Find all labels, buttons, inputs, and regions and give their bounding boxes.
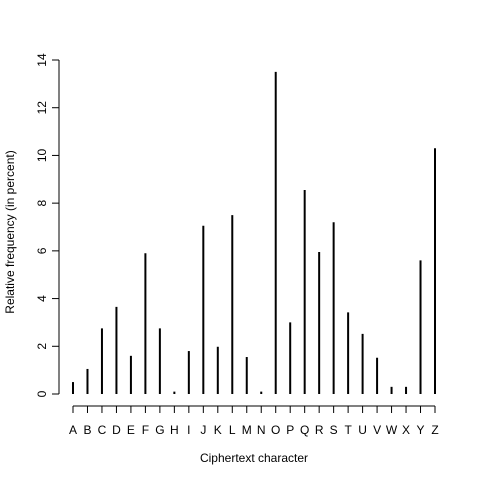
x-axis-title: Ciphertext character [200,451,308,465]
y-tick-label-10: 10 [35,148,49,162]
x-tick-label-E: E [127,423,135,437]
x-tick-label-D: D [112,423,121,437]
y-ticks-group: 0 2 4 6 8 10 12 14 [35,53,59,397]
x-tick-label-A: A [69,423,77,437]
y-tick-label-4: 4 [35,295,49,302]
x-tick-label-X: X [402,423,410,437]
y-tick-label-8: 8 [35,199,49,206]
x-tick-label-Z: Z [431,423,438,437]
y-tick-label-2: 2 [35,343,49,350]
x-tick-label-K: K [214,423,222,437]
x-tick-label-N: N [257,423,266,437]
x-tick-label-P: P [286,423,294,437]
bars-group [72,71,436,394]
x-tick-label-O: O [271,423,280,437]
y-tick-label-14: 14 [35,53,49,67]
x-tick-label-C: C [98,423,107,437]
x-tick-label-V: V [373,423,381,437]
x-tick-label-I: I [187,423,190,437]
x-tick-label-U: U [358,423,367,437]
x-tick-label-H: H [170,423,179,437]
y-tick-label-12: 12 [35,101,49,115]
x-tick-label-S: S [330,423,338,437]
x-tick-label-Q: Q [300,423,309,437]
x-tick-label-L: L [229,423,236,437]
x-tick-label-W: W [386,423,398,437]
y-axis-title: Relative frequency (in percent) [3,150,17,313]
x-tick-label-T: T [344,423,352,437]
x-tick-label-Y: Y [417,423,425,437]
y-tick-label-0: 0 [35,390,49,397]
y-tick-label-6: 6 [35,247,49,254]
x-tick-label-F: F [142,423,149,437]
x-tick-label-M: M [242,423,252,437]
x-tick-label-B: B [83,423,91,437]
x-tick-label-J: J [200,423,206,437]
x-tick-label-G: G [155,423,164,437]
x-tick-label-R: R [315,423,324,437]
